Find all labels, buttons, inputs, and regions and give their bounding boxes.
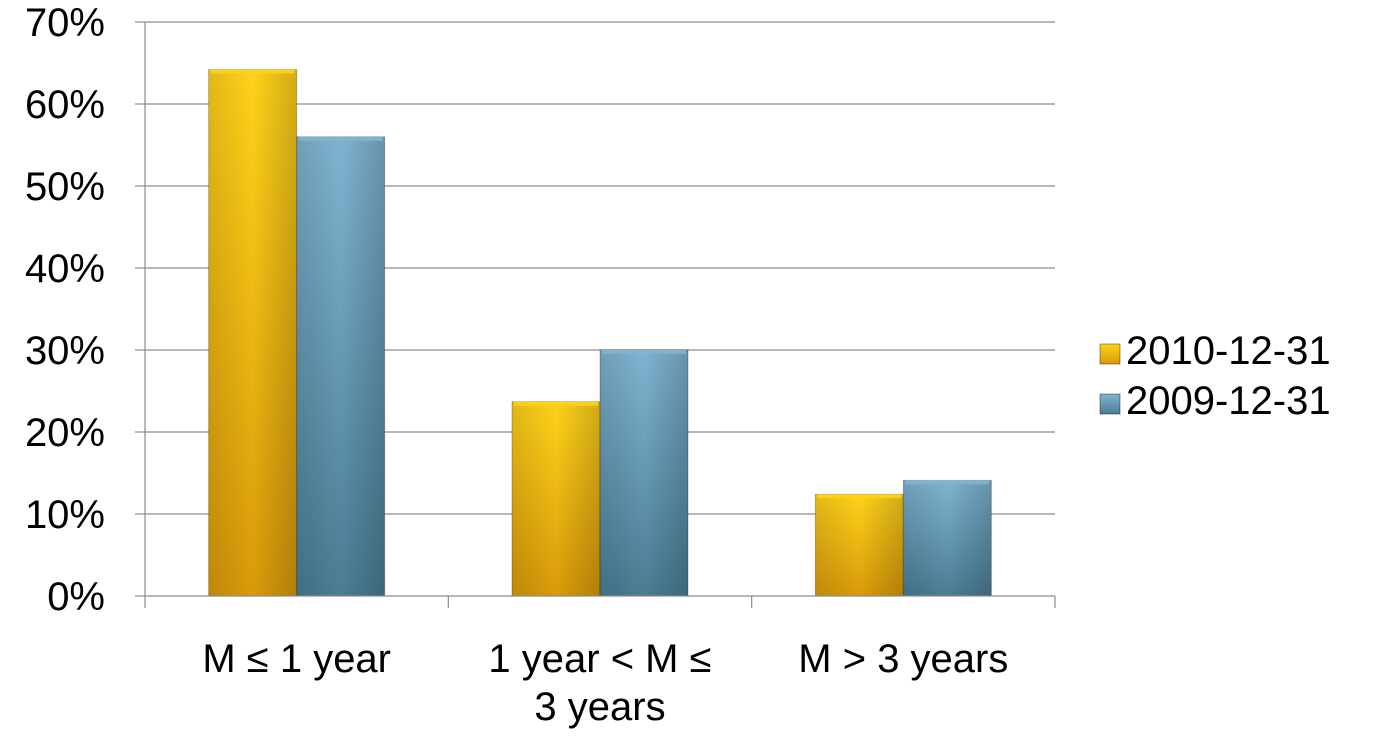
bar-shade	[903, 480, 992, 596]
x-category-label: 1 year < M ≤	[488, 637, 711, 681]
y-tick-label: 50%	[25, 165, 105, 209]
y-axis-ticks: 0% 10% 20% 30% 40% 50% 60% 70%	[25, 1, 145, 619]
y-tick-label: 20%	[25, 411, 105, 455]
x-axis-labels: M ≤ 1 year 1 year < M ≤3 years M > 3 years	[202, 637, 1008, 729]
y-tick-label: 10%	[25, 493, 105, 537]
bar-shade	[208, 69, 297, 596]
bar-highlight	[817, 494, 902, 499]
y-tick-label: 70%	[25, 1, 105, 45]
y-tick-label: 60%	[25, 83, 105, 127]
legend-label: 2010-12-31	[1126, 329, 1331, 373]
bar-shade	[815, 494, 904, 596]
legend: 2010-12-31 2009-12-31	[1099, 329, 1331, 423]
bar-shade	[296, 136, 385, 597]
x-category-label: M ≤ 1 year	[202, 637, 391, 681]
x-category-label: 3 years	[534, 685, 665, 729]
y-tick-label: 40%	[25, 247, 105, 291]
y-tick-label: 30%	[25, 329, 105, 373]
bar-highlight	[905, 480, 990, 485]
bar-highlight	[298, 136, 383, 141]
y-tick-label: 0%	[47, 575, 105, 619]
bar-shade	[512, 401, 600, 596]
bar-highlight	[514, 401, 598, 406]
legend-swatch	[1099, 393, 1121, 415]
bar-highlight	[210, 69, 295, 74]
axes	[144, 22, 1056, 608]
bars	[208, 69, 992, 597]
legend-swatch	[1099, 343, 1121, 365]
legend-label: 2009-12-31	[1126, 379, 1331, 423]
bar-highlight	[602, 350, 686, 354]
bar-shade	[600, 350, 688, 596]
x-category-label: M > 3 years	[798, 637, 1008, 681]
